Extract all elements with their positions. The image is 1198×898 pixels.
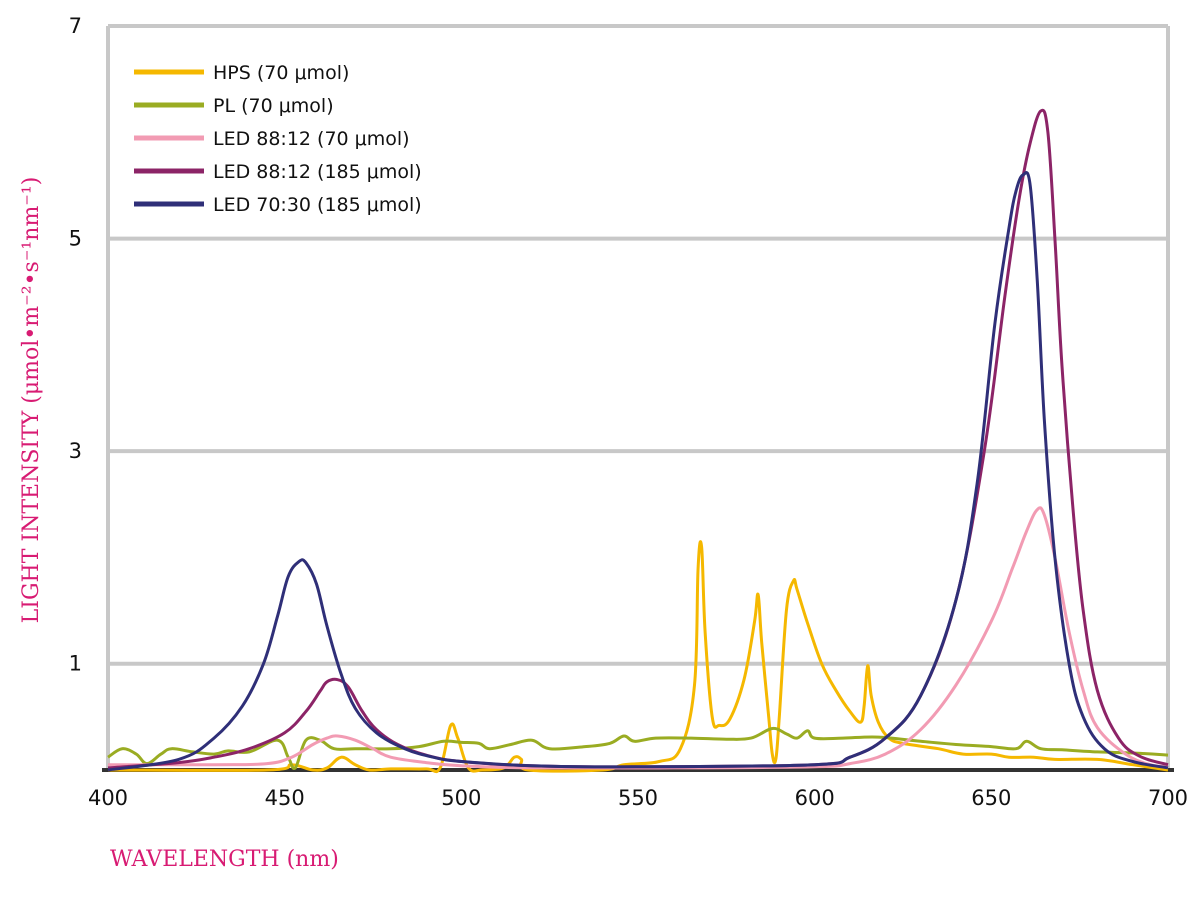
x-axis-title: WAVELENGTH (nm) [110,847,339,872]
series-line-hps-70-mol [107,540,1169,774]
y-tick-label: 7 [69,14,82,38]
x-tick-label: 550 [618,786,658,810]
x-tick-label: 500 [441,786,481,810]
legend: HPS (70 μmol) PL (70 μmol) LED 88:12 (70 μ… [134,62,422,216]
series-line-led-70-30-185-mol [107,171,1169,772]
x-tick-label: 450 [265,786,305,810]
x-tick-label: 650 [971,786,1011,810]
series-line-pl-70-mol [107,726,1169,771]
x-tick-label: 600 [795,786,835,810]
x-tick-label: 400 [88,786,128,810]
series-lines [107,108,1169,774]
grid-lines [108,24,1168,666]
legend-label: HPS (70 μmol) [213,62,349,84]
x-axis-ticks: 400 450 500 550 600 650 700 [88,786,1188,810]
series-line-led-88-12-70-mol [107,506,1169,770]
legend-label: PL (70 μmol) [213,95,334,117]
y-tick-label: 3 [69,439,82,463]
y-axis-title: LIGHT INTENSITY (μmol•m⁻²•s⁻¹nm⁻¹) [19,177,44,624]
y-tick-label: 1 [69,652,82,676]
legend-label: LED 70:30 (185 μmol) [213,194,422,216]
x-tick-label: 700 [1148,786,1188,810]
legend-label: LED 88:12 (185 μmol) [213,161,422,183]
y-tick-label: 5 [69,227,82,251]
y-axis-ticks: 1 3 5 7 [69,14,82,676]
legend-label: LED 88:12 (70 μmol) [213,128,410,150]
